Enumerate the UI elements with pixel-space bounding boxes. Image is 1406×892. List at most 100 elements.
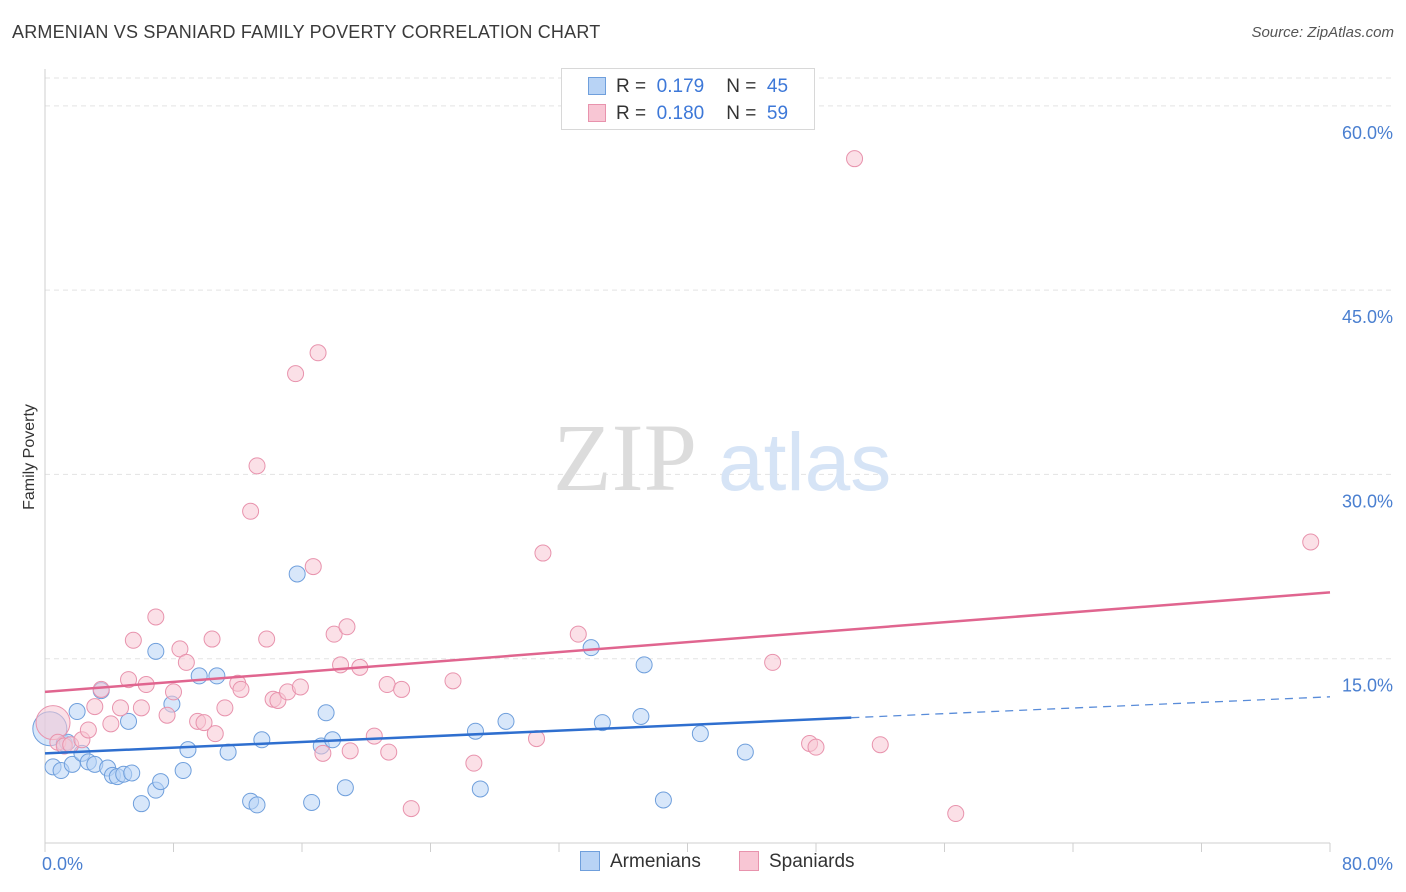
y-tick-label-60: 60.0% bbox=[1342, 123, 1393, 143]
y-tick-label-45: 45.0% bbox=[1342, 307, 1393, 327]
spaniards-point-55 bbox=[846, 150, 864, 168]
armenians-point-22 bbox=[174, 762, 192, 780]
spaniards-point-57 bbox=[947, 805, 965, 823]
watermark: ZIP atlas bbox=[553, 404, 891, 511]
spaniards-point-42 bbox=[365, 727, 383, 745]
spaniards-point-27 bbox=[248, 457, 266, 475]
spaniards-point-0 bbox=[35, 705, 71, 741]
y-axis-label: Family Poverty bbox=[21, 404, 38, 510]
spaniards-point-6 bbox=[86, 698, 104, 716]
grid-layer bbox=[45, 77, 1395, 660]
spaniards-point-36 bbox=[314, 744, 332, 762]
armenians-point-15 bbox=[123, 764, 141, 782]
y-tick-label-30: 30.0% bbox=[1342, 491, 1393, 511]
spaniards-point-37 bbox=[325, 625, 343, 643]
legend: R = 0.179 N = 45 R = 0.180 N = 59 bbox=[561, 68, 815, 130]
armenians-point-37 bbox=[471, 780, 489, 798]
armenians-swatch bbox=[588, 77, 606, 95]
spaniards-point-12 bbox=[132, 699, 150, 717]
armenians-point-40 bbox=[593, 714, 611, 732]
spaniards-point-50 bbox=[534, 544, 552, 562]
x-tick-label-min: 0.0% bbox=[42, 854, 83, 874]
trend-layer bbox=[44, 591, 1331, 755]
source-label: Source: ZipAtlas.com bbox=[1251, 24, 1394, 41]
y-tick-label-15: 15.0% bbox=[1342, 676, 1393, 696]
spaniards-point-7 bbox=[92, 680, 110, 698]
spaniards-point-10 bbox=[120, 671, 138, 689]
armenians-legend-label: Armenians bbox=[610, 851, 701, 872]
watermark-atlas: atlas bbox=[718, 417, 891, 508]
spaniards-point-20 bbox=[195, 714, 213, 732]
armenians-point-31 bbox=[303, 793, 321, 811]
spaniards-n-value: 59 bbox=[766, 103, 789, 124]
legend-row-armenians: R = 0.179 N = 45 bbox=[588, 76, 788, 100]
armenians-point-39 bbox=[582, 639, 600, 657]
armenians-point-41 bbox=[632, 707, 650, 725]
armenians-trend-line bbox=[44, 716, 852, 755]
spaniards-point-39 bbox=[338, 618, 356, 636]
tick-label-layer: 15.0% 30.0% 45.0% 60.0% 0.0% 80.0% bbox=[42, 123, 1393, 874]
armenians-legend-swatch bbox=[580, 851, 600, 871]
armenians-point-17 bbox=[132, 795, 150, 813]
watermark-zip: ZIP bbox=[553, 404, 697, 511]
spaniards-point-28 bbox=[258, 630, 276, 648]
spaniards-point-11 bbox=[124, 631, 142, 649]
x-tick-label-max: 80.0% bbox=[1342, 854, 1393, 874]
spaniards-point-14 bbox=[147, 608, 165, 626]
bottom-legend: Armenians Spaniards bbox=[0, 851, 1406, 879]
spaniards-point-21 bbox=[203, 630, 221, 648]
spaniards-legend-swatch bbox=[739, 851, 759, 871]
spaniards-point-22 bbox=[206, 725, 224, 743]
armenians-point-28 bbox=[248, 796, 266, 814]
spaniards-r-label: R = bbox=[616, 103, 647, 124]
armenians-n-value: 45 bbox=[766, 76, 789, 97]
spaniards-point-56 bbox=[871, 736, 889, 754]
spaniards-point-15 bbox=[158, 706, 176, 724]
spaniards-point-35 bbox=[309, 344, 327, 362]
spaniards-point-47 bbox=[444, 672, 462, 690]
armenians-point-36 bbox=[466, 722, 484, 740]
spaniards-point-45 bbox=[393, 680, 411, 698]
armenians-point-42 bbox=[635, 656, 653, 674]
armenians-trend-extension bbox=[851, 696, 1331, 719]
spaniards-point-25 bbox=[232, 680, 250, 698]
armenians-point-29 bbox=[253, 731, 271, 749]
spaniards-legend-label: Spaniards bbox=[769, 851, 855, 872]
armenians-point-38 bbox=[497, 712, 515, 730]
spaniards-trend-line bbox=[44, 591, 1331, 694]
spaniards-point-16 bbox=[165, 683, 182, 701]
armenians-point-35 bbox=[336, 779, 354, 797]
spaniards-point-33 bbox=[291, 678, 309, 696]
spaniards-point-32 bbox=[287, 365, 305, 383]
spaniards-point-40 bbox=[341, 742, 359, 760]
spaniards-point-46 bbox=[402, 800, 420, 818]
spaniards-point-51 bbox=[569, 625, 587, 643]
spaniards-point-18 bbox=[177, 653, 195, 671]
armenians-point-16 bbox=[120, 712, 138, 730]
armenians-point-30 bbox=[288, 565, 306, 583]
armenians-point-33 bbox=[317, 704, 335, 722]
armenians-r-label: R = bbox=[616, 76, 647, 97]
armenians-point-6 bbox=[68, 703, 86, 721]
spaniards-swatch bbox=[588, 104, 606, 122]
spaniards-point-9 bbox=[111, 699, 129, 717]
spaniards-point-54 bbox=[807, 738, 825, 756]
chart-title: ARMENIAN VS SPANIARD FAMILY POVERTY CORR… bbox=[12, 22, 601, 42]
spaniards-point-8 bbox=[102, 715, 120, 733]
spaniards-n-label: N = bbox=[726, 103, 757, 124]
armenians-point-44 bbox=[691, 725, 709, 743]
spaniards-point-34 bbox=[304, 558, 322, 576]
spaniards-point-44 bbox=[380, 743, 398, 761]
armenians-point-20 bbox=[152, 773, 170, 791]
legend-row-spaniards: R = 0.180 N = 59 bbox=[588, 103, 788, 127]
armenians-point-23 bbox=[179, 741, 197, 759]
armenians-n-label: N = bbox=[726, 76, 757, 97]
armenians-point-43 bbox=[654, 791, 672, 809]
armenians-point-45 bbox=[736, 743, 754, 761]
points-layer bbox=[32, 150, 1320, 823]
armenians-point-25 bbox=[208, 667, 226, 685]
spaniards-point-23 bbox=[216, 699, 234, 717]
spaniards-point-58 bbox=[1302, 533, 1320, 551]
spaniards-point-5 bbox=[79, 721, 97, 739]
spaniards-point-48 bbox=[465, 754, 483, 772]
